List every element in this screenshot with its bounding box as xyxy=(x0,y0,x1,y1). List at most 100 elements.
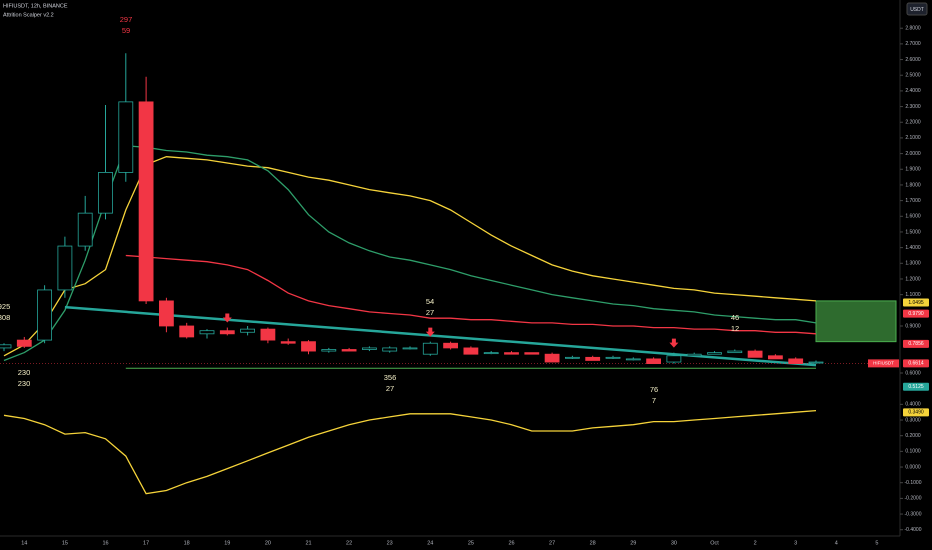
symbol-tag xyxy=(868,359,899,368)
candle-body xyxy=(361,347,377,350)
x-tick-label: 26 xyxy=(508,540,514,546)
x-tick-label: 17 xyxy=(143,540,149,546)
y-tick-label: 1.8000 xyxy=(905,182,921,188)
annotation: 54 xyxy=(426,297,434,306)
candle-body xyxy=(240,328,256,333)
y-tick-label: 0.1000 xyxy=(905,449,921,455)
candle-body xyxy=(422,342,438,355)
x-tick-label: 28 xyxy=(590,540,596,546)
candle-body xyxy=(524,352,540,355)
price-label-box xyxy=(903,298,929,307)
candle-body xyxy=(707,352,722,355)
price-label: 0.7856 xyxy=(908,341,924,347)
candle-body xyxy=(625,358,641,361)
y-tick-label: 2.8000 xyxy=(905,26,921,32)
candle-body xyxy=(77,212,93,247)
candle-body xyxy=(747,350,763,358)
candle-body xyxy=(808,361,824,364)
x-tick-label: 29 xyxy=(630,540,636,546)
candle-body xyxy=(788,358,804,365)
y-tick-label: -0.3000 xyxy=(905,511,922,517)
candle-body xyxy=(504,352,519,355)
candle-body xyxy=(585,356,601,361)
price-label: 1.0495 xyxy=(908,300,924,306)
y-tick-label: 1.1000 xyxy=(905,292,921,298)
candle-body xyxy=(199,330,215,335)
candle-body xyxy=(402,347,418,350)
target-box xyxy=(815,300,897,343)
x-tick-label: 15 xyxy=(62,540,68,546)
y-tick-label: 1.2000 xyxy=(905,276,921,282)
annotation: 12 xyxy=(731,324,739,333)
indicator-line xyxy=(125,254,817,335)
y-tick-label: 2.1000 xyxy=(905,135,921,141)
y-tick-label: 2.7000 xyxy=(905,41,921,47)
annotation: 46 xyxy=(731,313,739,322)
candle-body xyxy=(686,353,702,357)
y-tick-label: 0.9000 xyxy=(905,323,921,329)
signal-arrow xyxy=(222,313,232,323)
candle-body xyxy=(98,171,113,214)
y-tick-label: 0.3000 xyxy=(905,417,921,423)
candle-body xyxy=(321,349,337,352)
annotation: 925 xyxy=(0,302,10,311)
price-label-box xyxy=(903,382,929,391)
y-tick-label: 0.2000 xyxy=(905,433,921,439)
y-tick-label: 2.0000 xyxy=(905,151,921,157)
y-tick-label: 2.6000 xyxy=(905,57,921,63)
y-tick-label: 0.6000 xyxy=(905,370,921,376)
y-tick-label: 1.9000 xyxy=(905,167,921,173)
y-tick-label: 2.5000 xyxy=(905,73,921,79)
annotation: 76 xyxy=(650,385,658,394)
y-tick-label: 1.5000 xyxy=(905,229,921,235)
candle-body xyxy=(219,330,235,335)
x-tick-label: 19 xyxy=(224,540,230,546)
x-tick-label: 27 xyxy=(549,540,555,546)
candle-body xyxy=(280,341,296,344)
candle-body xyxy=(443,342,459,349)
annotation: 27 xyxy=(426,308,434,317)
y-tick-label: 0.0000 xyxy=(905,464,921,470)
y-tick-label: 1.3000 xyxy=(905,261,921,267)
y-tick-label: 1.6000 xyxy=(905,214,921,220)
annotation: 230 xyxy=(18,368,31,377)
y-tick-label: 2.3000 xyxy=(905,104,921,110)
candle-body xyxy=(565,356,580,359)
candle-body xyxy=(158,300,174,327)
candle-body xyxy=(16,339,32,347)
annotation: 7 xyxy=(652,396,656,405)
price-label: 0.3490 xyxy=(908,410,924,416)
x-tick-label: 25 xyxy=(468,540,474,546)
annotation: 230 xyxy=(18,379,31,388)
indicator-line xyxy=(3,409,817,495)
y-tick-label: -0.2000 xyxy=(905,496,922,502)
x-tick-label: 20 xyxy=(265,540,271,546)
candle-body xyxy=(57,245,73,291)
candle-body xyxy=(463,347,479,355)
x-tick-label: 23 xyxy=(387,540,393,546)
currency-button[interactable] xyxy=(906,2,928,16)
x-tick-label: Oct xyxy=(710,540,719,546)
annotation: 808 xyxy=(0,313,10,322)
price-label-box xyxy=(903,339,929,348)
x-tick-label: 14 xyxy=(21,540,27,546)
candle-body xyxy=(666,355,682,363)
candle-body xyxy=(483,352,499,355)
annotation: 27 xyxy=(386,384,394,393)
signal-arrow xyxy=(425,327,435,337)
plot-area: 297 59 925 808 230 230 54 27 356 27 46 12 76 7 xyxy=(0,15,900,495)
x-tick-label: 22 xyxy=(346,540,352,546)
y-tick-label: 1.7000 xyxy=(905,198,921,204)
indicator-name: Attrition Scalper v2.2 xyxy=(3,12,54,18)
price-label: 0.5125 xyxy=(908,384,924,390)
price-label-box xyxy=(903,359,929,368)
candle-body xyxy=(179,325,195,338)
x-tick-label: 18 xyxy=(184,540,190,546)
candle-body xyxy=(768,355,783,360)
y-tick-label: -0.1000 xyxy=(905,480,922,486)
symbol-title: HIFIUSDT, 12h, BINANCE xyxy=(3,3,68,9)
symbol-tag-label: HIFIUSDT xyxy=(873,361,894,366)
candle-body xyxy=(260,328,276,341)
